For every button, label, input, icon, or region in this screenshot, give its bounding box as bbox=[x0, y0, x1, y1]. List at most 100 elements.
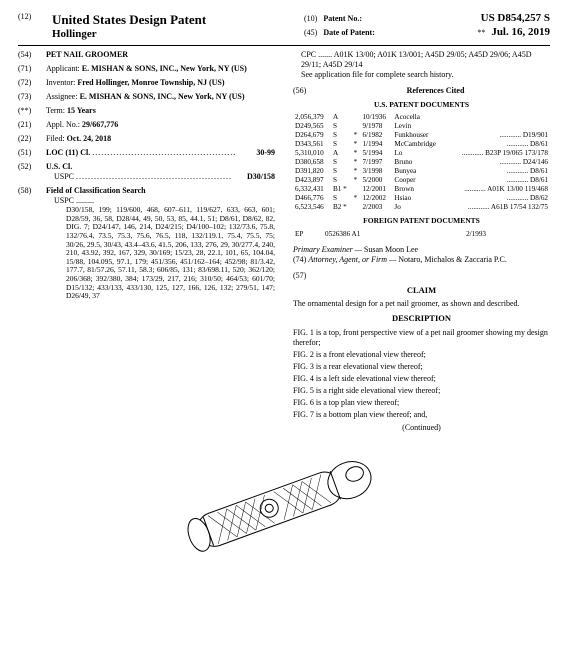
claim-block: (57) CLAIM The ornamental design for a p… bbox=[293, 271, 550, 310]
attorney-code: (74) bbox=[293, 255, 306, 264]
reference-row: 6,332,431B1 *12/2001Brown............ A0… bbox=[293, 185, 550, 194]
header-right: (10) Patent No.: US D854,257 S (45) Date… bbox=[304, 12, 550, 42]
uscl-sub-label: USPC bbox=[54, 172, 74, 181]
reference-row: 5,310,010A*5/1994Lo............ B23P 19/… bbox=[293, 149, 550, 158]
uscl-label: U.S. Cl. bbox=[46, 162, 72, 171]
claim-head: CLAIM bbox=[293, 285, 550, 296]
patent-drawing bbox=[18, 445, 550, 568]
description-line: FIG. 7 is a bottom plan view thereof; an… bbox=[293, 410, 550, 420]
cpc-line: CPC ....... A01K 13/00; A01K 13/001; A45… bbox=[301, 50, 550, 70]
field-search-label: Field of Classification Search bbox=[46, 186, 146, 195]
foreign-reference-row: EP0526386 A12/1993 bbox=[293, 230, 550, 239]
filed-label: Filed: bbox=[46, 134, 65, 143]
dots: ........................................… bbox=[92, 148, 236, 157]
loc-code: (51) bbox=[18, 148, 46, 158]
field-filed: (22) Filed: Oct. 24, 2018 bbox=[18, 134, 275, 144]
header-date-code: (45) bbox=[304, 28, 317, 38]
examiner-value: Susan Moon Lee bbox=[364, 245, 418, 254]
reference-row: D249,565S9/1978Levin bbox=[293, 122, 550, 131]
dots: ........................................… bbox=[76, 172, 232, 181]
loc-label: LOC (11) Cl. bbox=[46, 148, 90, 157]
filed-code: (22) bbox=[18, 134, 46, 144]
description-line: FIG. 2 is a front elevational view there… bbox=[293, 350, 550, 360]
term-code: (**) bbox=[18, 106, 46, 116]
reference-row: D423,897S*5/2000Cooper............ D8/61 bbox=[293, 176, 550, 185]
refs-code: (56) bbox=[293, 86, 321, 96]
attorney-value: Notaro, Michalos & Zaccaria P.C. bbox=[398, 255, 507, 264]
header-date-value: Jul. 16, 2019 bbox=[491, 26, 550, 40]
appl-value: 29/667,776 bbox=[82, 120, 118, 129]
examiner-line: Primary Examiner — Susan Moon Lee bbox=[293, 245, 550, 255]
reference-row: D391,820S*3/1998Bunyea............ D8/61 bbox=[293, 167, 550, 176]
body-columns: (54) PET NAIL GROOMER (71) Applicant: E.… bbox=[18, 50, 550, 433]
inventor-value: Fred Hollinger, Monroe Township, NJ (US) bbox=[77, 78, 224, 87]
field-search-code: (58) bbox=[18, 186, 46, 301]
field-references: (56) References Cited bbox=[293, 86, 550, 96]
description-line: FIG. 5 is a right side elevational view … bbox=[293, 386, 550, 396]
applicant-code: (71) bbox=[18, 64, 46, 74]
term-value: 15 Years bbox=[67, 106, 96, 115]
description-line: FIG. 3 is a rear elevational view thereo… bbox=[293, 362, 550, 372]
field-loc: (51) LOC (11) Cl. ......................… bbox=[18, 148, 275, 158]
field-classification-search: (58) Field of Classification Search USPC… bbox=[18, 186, 275, 301]
description-line: FIG. 1 is a top, front perspective view … bbox=[293, 328, 550, 348]
foreign-docs-table: EP0526386 A12/1993 bbox=[293, 230, 550, 239]
foreign-docs-head: FOREIGN PATENT DOCUMENTS bbox=[293, 216, 550, 225]
reference-row: D264,679S*6/1982Funkhouser............ D… bbox=[293, 131, 550, 140]
field-appl-no: (21) Appl. No.: 29/667,776 bbox=[18, 120, 275, 130]
title-label: PET NAIL GROOMER bbox=[46, 50, 275, 60]
assignee-code: (73) bbox=[18, 92, 46, 102]
loc-value: 30-99 bbox=[256, 148, 275, 158]
see-application-line: See application file for complete search… bbox=[301, 70, 550, 80]
examiner-label: Primary Examiner — bbox=[293, 245, 362, 254]
reference-row: D380,658S*7/1997Bruno............ D24/14… bbox=[293, 158, 550, 167]
applicant-value: E. MISHAN & SONS, INC., New York, NY (US… bbox=[82, 64, 247, 73]
patent-header: (12) United States Design Patent Holling… bbox=[18, 12, 550, 46]
header-patent-no-code: (10) bbox=[304, 14, 317, 24]
field-applicant: (71) Applicant: E. MISHAN & SONS, INC., … bbox=[18, 64, 275, 74]
field-search-sub-label: USPC bbox=[54, 196, 74, 205]
field-title: (54) PET NAIL GROOMER bbox=[18, 50, 275, 60]
uscl-code: (52) bbox=[18, 162, 46, 182]
header-patent-no-label: Patent No.: bbox=[323, 14, 362, 24]
us-docs-table: 2,056,379A10/1936AcocellaD249,565S9/1978… bbox=[293, 113, 550, 212]
field-inventor: (72) Inventor: Fred Hollinger, Monroe To… bbox=[18, 78, 275, 88]
us-docs-head: U.S. PATENT DOCUMENTS bbox=[293, 100, 550, 109]
header-code-left: (12) bbox=[18, 12, 46, 42]
description-body: FIG. 1 is a top, front perspective view … bbox=[293, 328, 550, 420]
field-term: (**) Term: 15 Years bbox=[18, 106, 275, 116]
header-title: United States Design Patent bbox=[52, 12, 298, 28]
field-assignee: (73) Assignee: E. MISHAN & SONS, INC., N… bbox=[18, 92, 275, 102]
header-date-label: Date of Patent: bbox=[323, 28, 375, 38]
claim-text: The ornamental design for a pet nail gro… bbox=[293, 299, 550, 309]
description-line: FIG. 6 is a top plan view thereof; bbox=[293, 398, 550, 408]
assignee-value: E. MISHAN & SONS, INC., New York, NY (US… bbox=[80, 92, 245, 101]
inventor-code: (72) bbox=[18, 78, 46, 88]
header-title-block: United States Design Patent Hollinger bbox=[52, 12, 298, 42]
field-uscl: (52) U.S. Cl. USPC .....................… bbox=[18, 162, 275, 182]
applicant-label: Applicant: bbox=[46, 64, 80, 73]
cpc-label: CPC bbox=[301, 50, 316, 59]
title-code: (54) bbox=[18, 50, 46, 60]
description-head: DESCRIPTION bbox=[293, 313, 550, 324]
filed-value: Oct. 24, 2018 bbox=[67, 134, 111, 143]
reference-row: D466,776S*12/2002Hsiao............ D8/62 bbox=[293, 194, 550, 203]
left-column: (54) PET NAIL GROOMER (71) Applicant: E.… bbox=[18, 50, 275, 433]
uscl-sub-value: D30/158 bbox=[247, 172, 275, 182]
reference-row: 6,523,546B2 *2/2003Jo............ A61B 1… bbox=[293, 203, 550, 212]
groomer-illustration bbox=[154, 445, 414, 565]
reference-row: 2,056,379A10/1936Acocella bbox=[293, 113, 550, 122]
field-search-values: D30/158, 199; 119/600, 468, 607–611, 119… bbox=[66, 206, 275, 301]
header-patent-no-value: US D854,257 S bbox=[481, 12, 550, 26]
description-line: FIG. 4 is a left side elevational view t… bbox=[293, 374, 550, 384]
right-column: CPC ....... A01K 13/00; A01K 13/001; A45… bbox=[293, 50, 550, 433]
inventor-label: Inventor: bbox=[46, 78, 75, 87]
claim-code: (57) bbox=[293, 271, 306, 280]
continued-label: (Continued) bbox=[293, 423, 550, 433]
attorney-label: Attorney, Agent, or Firm — bbox=[308, 255, 396, 264]
header-date-star: ** bbox=[477, 28, 485, 38]
cpc-value: A01K 13/00; A01K 13/001; A45D 29/05; A45… bbox=[301, 50, 531, 69]
header-inventor: Hollinger bbox=[52, 28, 298, 42]
term-label: Term: bbox=[46, 106, 65, 115]
attorney-line: (74) Attorney, Agent, or Firm — Notaro, … bbox=[293, 255, 550, 265]
